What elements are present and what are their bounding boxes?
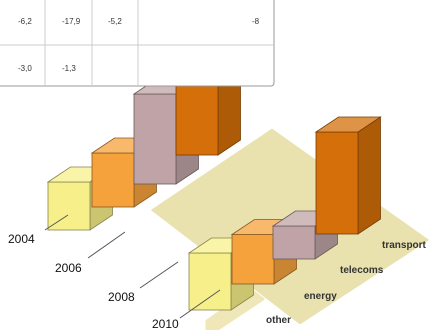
table-cell: -6,2 xyxy=(18,17,32,26)
table-cell: -5,2 xyxy=(108,17,122,26)
series-2004-bars xyxy=(46,0,241,231)
table-cell: -8 xyxy=(252,17,260,26)
bar-front-face xyxy=(272,225,316,260)
bar-front-face xyxy=(47,181,91,231)
table-cell: -1,3 xyxy=(62,64,76,73)
category-label-telecoms: telecoms xyxy=(340,265,384,276)
table-cell: -17,9 xyxy=(62,17,81,26)
bar-front-face xyxy=(188,252,232,311)
bar-front-face xyxy=(231,234,275,285)
year-label-2010: 2010 xyxy=(152,317,179,330)
table-cell: -3,0 xyxy=(18,64,32,73)
bar-side-face xyxy=(357,116,381,235)
data-table-overlay: -6,2 -17,9 -5,2 -8 -3,0 -1,3 xyxy=(0,0,275,87)
category-label-energy: energy xyxy=(304,291,337,302)
year-axis: 2004 2006 2008 2010 xyxy=(8,214,221,330)
category-label-transport: transport xyxy=(382,240,427,251)
bar-top-face xyxy=(314,116,382,133)
bar-front-face xyxy=(133,93,177,185)
series-2010-bars xyxy=(187,116,382,311)
bar-2010-transport xyxy=(314,116,382,235)
year-label-2004: 2004 xyxy=(8,232,35,246)
category-axis: other energy telecoms transport xyxy=(266,240,427,326)
year-label-2008: 2008 xyxy=(108,290,135,304)
bar-front-face xyxy=(315,131,359,235)
category-label-other: other xyxy=(266,315,291,326)
year-label-2006: 2006 xyxy=(55,261,82,275)
bar-front-face xyxy=(91,152,135,208)
